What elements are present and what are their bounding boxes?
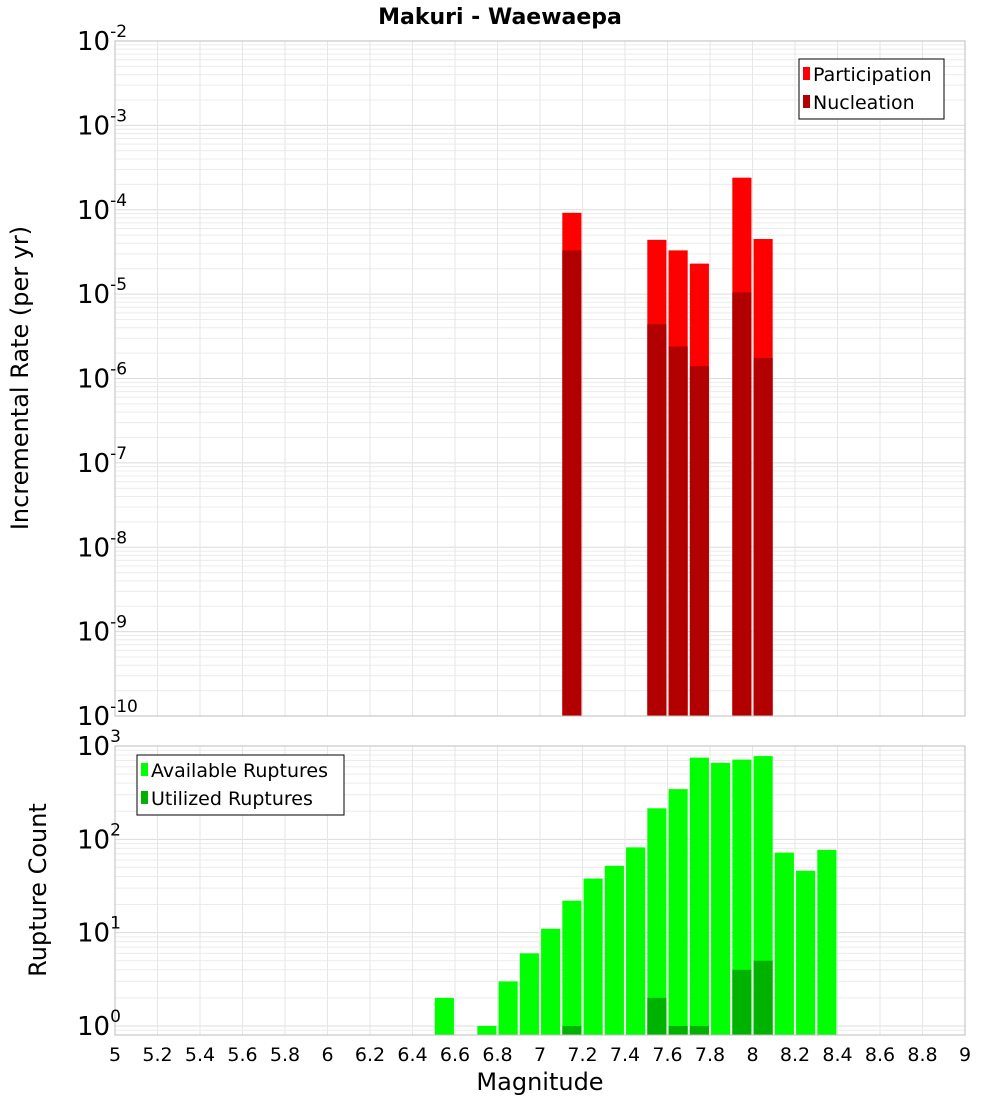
top-bar-nucleation [732,292,752,716]
bottom-bar-available-ruptures [796,870,816,1035]
x-tick-label: 7 [534,1044,546,1066]
top-y-tick-label: 10-9 [77,613,127,648]
top-legend-swatch [803,95,810,108]
bottom-bar-available-ruptures [732,759,752,1035]
top-bar-nucleation [753,357,773,716]
bottom-plot-frame [114,745,966,1036]
top-y-tick-label: 10-8 [77,528,127,563]
x-tick-label: 8.8 [907,1044,937,1066]
bottom-bar-utilized-ruptures [668,1025,688,1035]
bottom-bar-available-ruptures [477,1025,497,1035]
bottom-bar-available-ruptures [689,757,709,1035]
bottom-bar-available-ruptures [626,847,646,1035]
x-tick-label: 5.8 [270,1044,300,1066]
top-legend-label: Nucleation [813,92,915,114]
bottom-bar-utilized-ruptures [647,997,667,1035]
x-tick-label: 6.6 [440,1044,470,1066]
x-tick-label: 6.4 [397,1044,427,1066]
x-tick-label: 7.4 [610,1044,640,1066]
x-tick-label: 8.2 [780,1044,810,1066]
x-tick-label: 8.4 [822,1044,852,1066]
x-tick-label: 5.4 [185,1044,215,1066]
top-legend-box [798,58,945,120]
x-tick-label: 9 [959,1044,971,1066]
top-legend-label: Participation [813,64,932,86]
x-tick-label: 6 [321,1044,333,1066]
top-y-tick-label: 10-2 [77,22,127,57]
bottom-bar-available-ruptures [519,953,539,1035]
bottom-bar-available-ruptures [541,928,561,1035]
bottom-legend-label: Available Ruptures [151,760,328,782]
bottom-bar-utilized-ruptures [562,1025,582,1035]
top-legend-swatch [803,67,810,80]
top-bar-nucleation [562,250,582,717]
bottom-bar-available-ruptures [774,852,794,1035]
x-tick-label: 7.6 [652,1044,682,1066]
top-bar-nucleation [647,324,667,716]
bottom-bar-utilized-ruptures [753,960,773,1035]
bottom-bar-utilized-ruptures [689,1025,709,1035]
bottom-bar-available-ruptures [817,849,837,1035]
x-tick-label: 8.6 [865,1044,895,1066]
bottom-bar-available-ruptures [711,762,731,1035]
top-bar-nucleation [689,366,709,716]
x-tick-label: 6.2 [355,1044,385,1066]
bottom-bar-available-ruptures [604,865,624,1035]
bottom-y-tick-label: 103 [77,727,121,762]
bottom-legend-box [136,754,345,816]
bottom-bar-utilized-ruptures [732,969,752,1035]
bottom-bar-available-ruptures [498,981,518,1035]
bottom-y-tick-label: 100 [77,1007,121,1042]
bottom-bar-available-ruptures [647,808,667,1035]
top-y-axis-label: Incremental Rate (per yr) [6,226,34,530]
top-y-tick-label: 10-10 [77,697,138,732]
x-tick-label: 5 [109,1044,121,1066]
x-tick-label: 5.2 [142,1044,172,1066]
top-y-tick-label: 10-3 [77,106,127,141]
top-y-tick-label: 10-4 [77,191,127,226]
x-axis-label: Magnitude [476,1068,603,1096]
x-tick-label: 7.8 [695,1044,725,1066]
x-tick-label: 8 [746,1044,758,1066]
top-bar-nucleation [668,346,688,716]
top-y-tick-label: 10-6 [77,360,127,395]
bottom-bar-available-ruptures [562,900,582,1035]
bottom-legend-label: Utilized Ruptures [151,788,313,810]
bottom-y-axis-label: Rupture Count [24,803,52,977]
bottom-bar-available-ruptures [583,878,603,1035]
bottom-legend-swatch [141,763,148,776]
x-tick-label: 5.6 [227,1044,257,1066]
x-tick-label: 7.2 [567,1044,597,1066]
bottom-legend-swatch [141,791,148,804]
x-tick-label: 6.8 [482,1044,512,1066]
top-plot-frame [114,40,966,717]
bottom-y-tick-label: 102 [77,820,121,855]
top-y-tick-label: 10-5 [77,275,127,310]
top-y-tick-label: 10-7 [77,444,127,479]
bottom-bar-available-ruptures [668,789,688,1035]
bottom-y-tick-label: 101 [77,914,121,949]
bottom-bar-available-ruptures [434,997,454,1035]
chart-title: Makuri - Waewaepa [378,5,622,30]
